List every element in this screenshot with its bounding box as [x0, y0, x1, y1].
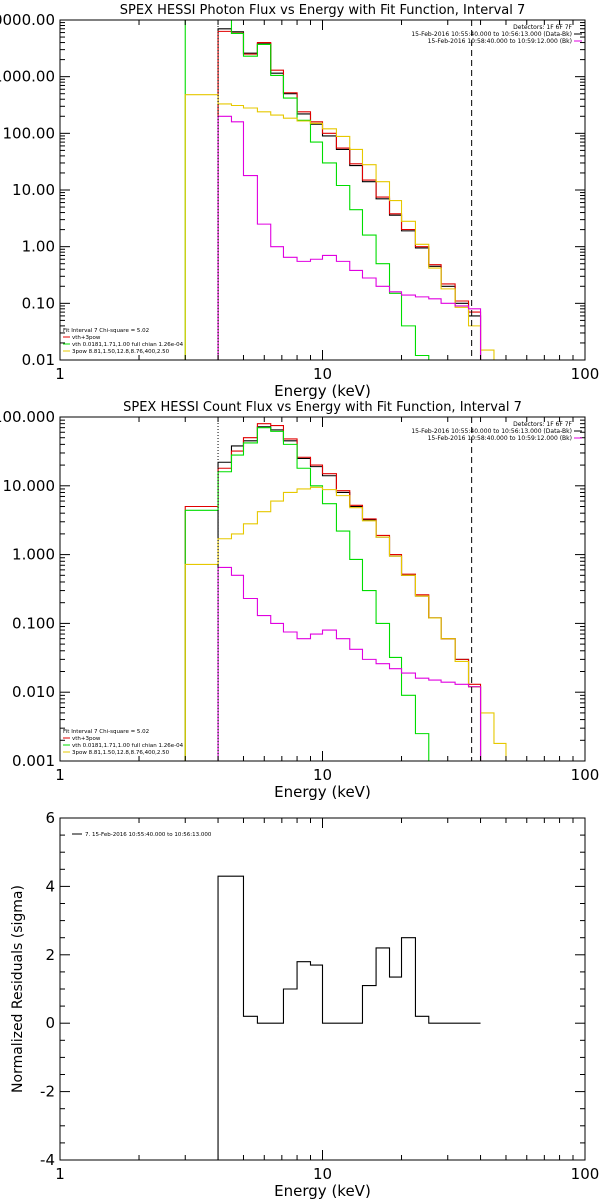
chart-title: SPEX HESSI Count Flux vs Energy with Fit… [123, 400, 522, 415]
series-line-1-3 [184, 20, 442, 360]
y-tick-label: -4 [40, 1151, 55, 1169]
y-tick-label: 0.10 [22, 294, 55, 312]
y-tick-label: 0 [45, 1014, 55, 1032]
legend-bottom-text: vth 0.0181,1.71,1.00 full chian 1.26e-04 [72, 342, 184, 348]
y-tick-label: 0.01 [22, 351, 55, 369]
x-tick-label: 100 [571, 365, 600, 383]
series-line-2-2 [184, 423, 482, 761]
y-tick-label: 10.000 [3, 477, 56, 495]
y-tick-label: 6 [45, 809, 55, 827]
y-tick-label: -2 [40, 1083, 55, 1101]
x-tick-label: 1 [55, 1165, 65, 1183]
series-line-1-4 [184, 94, 495, 360]
legend-bottom-text: 3pow 8.81,1.50,12.8,8.76,400,2.50 [72, 750, 170, 756]
x-tick-label: 10 [313, 365, 332, 383]
legend-bottom-text: vth+3pow [72, 335, 101, 341]
y-tick-label: 100.000 [0, 408, 55, 426]
legend-bottom-text: Fit Interval 7 Chi-square = 5.02 [63, 729, 149, 735]
y-tick-label: 2 [45, 946, 55, 964]
legend-top-text: 15-Feb-2016 10:55:40.000 to 10:56:13.000… [411, 428, 572, 435]
x-tick-label: 1 [55, 365, 65, 383]
y-tick-label: 1.00 [22, 238, 55, 256]
y-axis-label: Normalized Residuals (sigma) [10, 885, 26, 1093]
y-tick-label: 1.000 [12, 546, 55, 564]
x-axis-label: Energy (keV) [274, 783, 371, 801]
legend-top-text: 15-Feb-2016 10:58:40.000 to 10:59:12.000… [428, 435, 572, 442]
y-tick-label: 100.00 [3, 124, 56, 142]
series-line-1-5 [217, 115, 482, 360]
series-line-3-1 [217, 875, 481, 1160]
x-axis-label: Energy (keV) [274, 382, 371, 400]
series-line-2-3 [184, 427, 442, 761]
x-axis-label: Energy (keV) [274, 1182, 371, 1200]
x-tick-label: 10 [313, 1165, 332, 1183]
legend-top-text: Detectors: 1F 6F 7F [513, 24, 572, 31]
x-tick-label: 1 [55, 766, 65, 784]
legend-top-text: 15-Feb-2016 10:55:40.000 to 10:56:13.000… [411, 31, 572, 38]
residual-legend-text: 7. 15-Feb-2016 10:55:40.000 to 10:56:13.… [85, 832, 212, 838]
y-tick-label: 0.010 [12, 683, 55, 701]
y-tick-label: 4 [45, 877, 55, 895]
chart-title: SPEX HESSI Photon Flux vs Energy with Fi… [120, 3, 526, 18]
legend-bottom-text: 3pow 8.81,1.50,12.8,8.76,400,2.50 [72, 349, 170, 355]
series-line-2-5 [185, 566, 482, 761]
x-tick-label: 10 [313, 766, 332, 784]
y-tick-label: 0.001 [12, 752, 55, 770]
series-line-2-1 [217, 426, 482, 761]
series-line-2-4 [184, 486, 507, 761]
legend-bottom-text: Fit Interval 7 Chi-square = 5.02 [63, 328, 149, 334]
y-tick-label: 10.00 [12, 181, 55, 199]
legend-top-text: Detectors: 1F 6F 7F [513, 421, 572, 428]
x-tick-label: 100 [571, 1165, 600, 1183]
plot-frame-1 [59, 19, 586, 361]
legend-bottom-text: vth 0.0181,1.71,1.00 full chian 1.26e-04 [72, 743, 184, 749]
legend-bottom-text: vth+3pow [72, 736, 101, 742]
x-tick-label: 100 [571, 766, 600, 784]
legend-top-text: 15-Feb-2016 10:58:40.000 to 10:59:12.000… [428, 38, 572, 45]
y-tick-label: 0.100 [12, 614, 55, 632]
